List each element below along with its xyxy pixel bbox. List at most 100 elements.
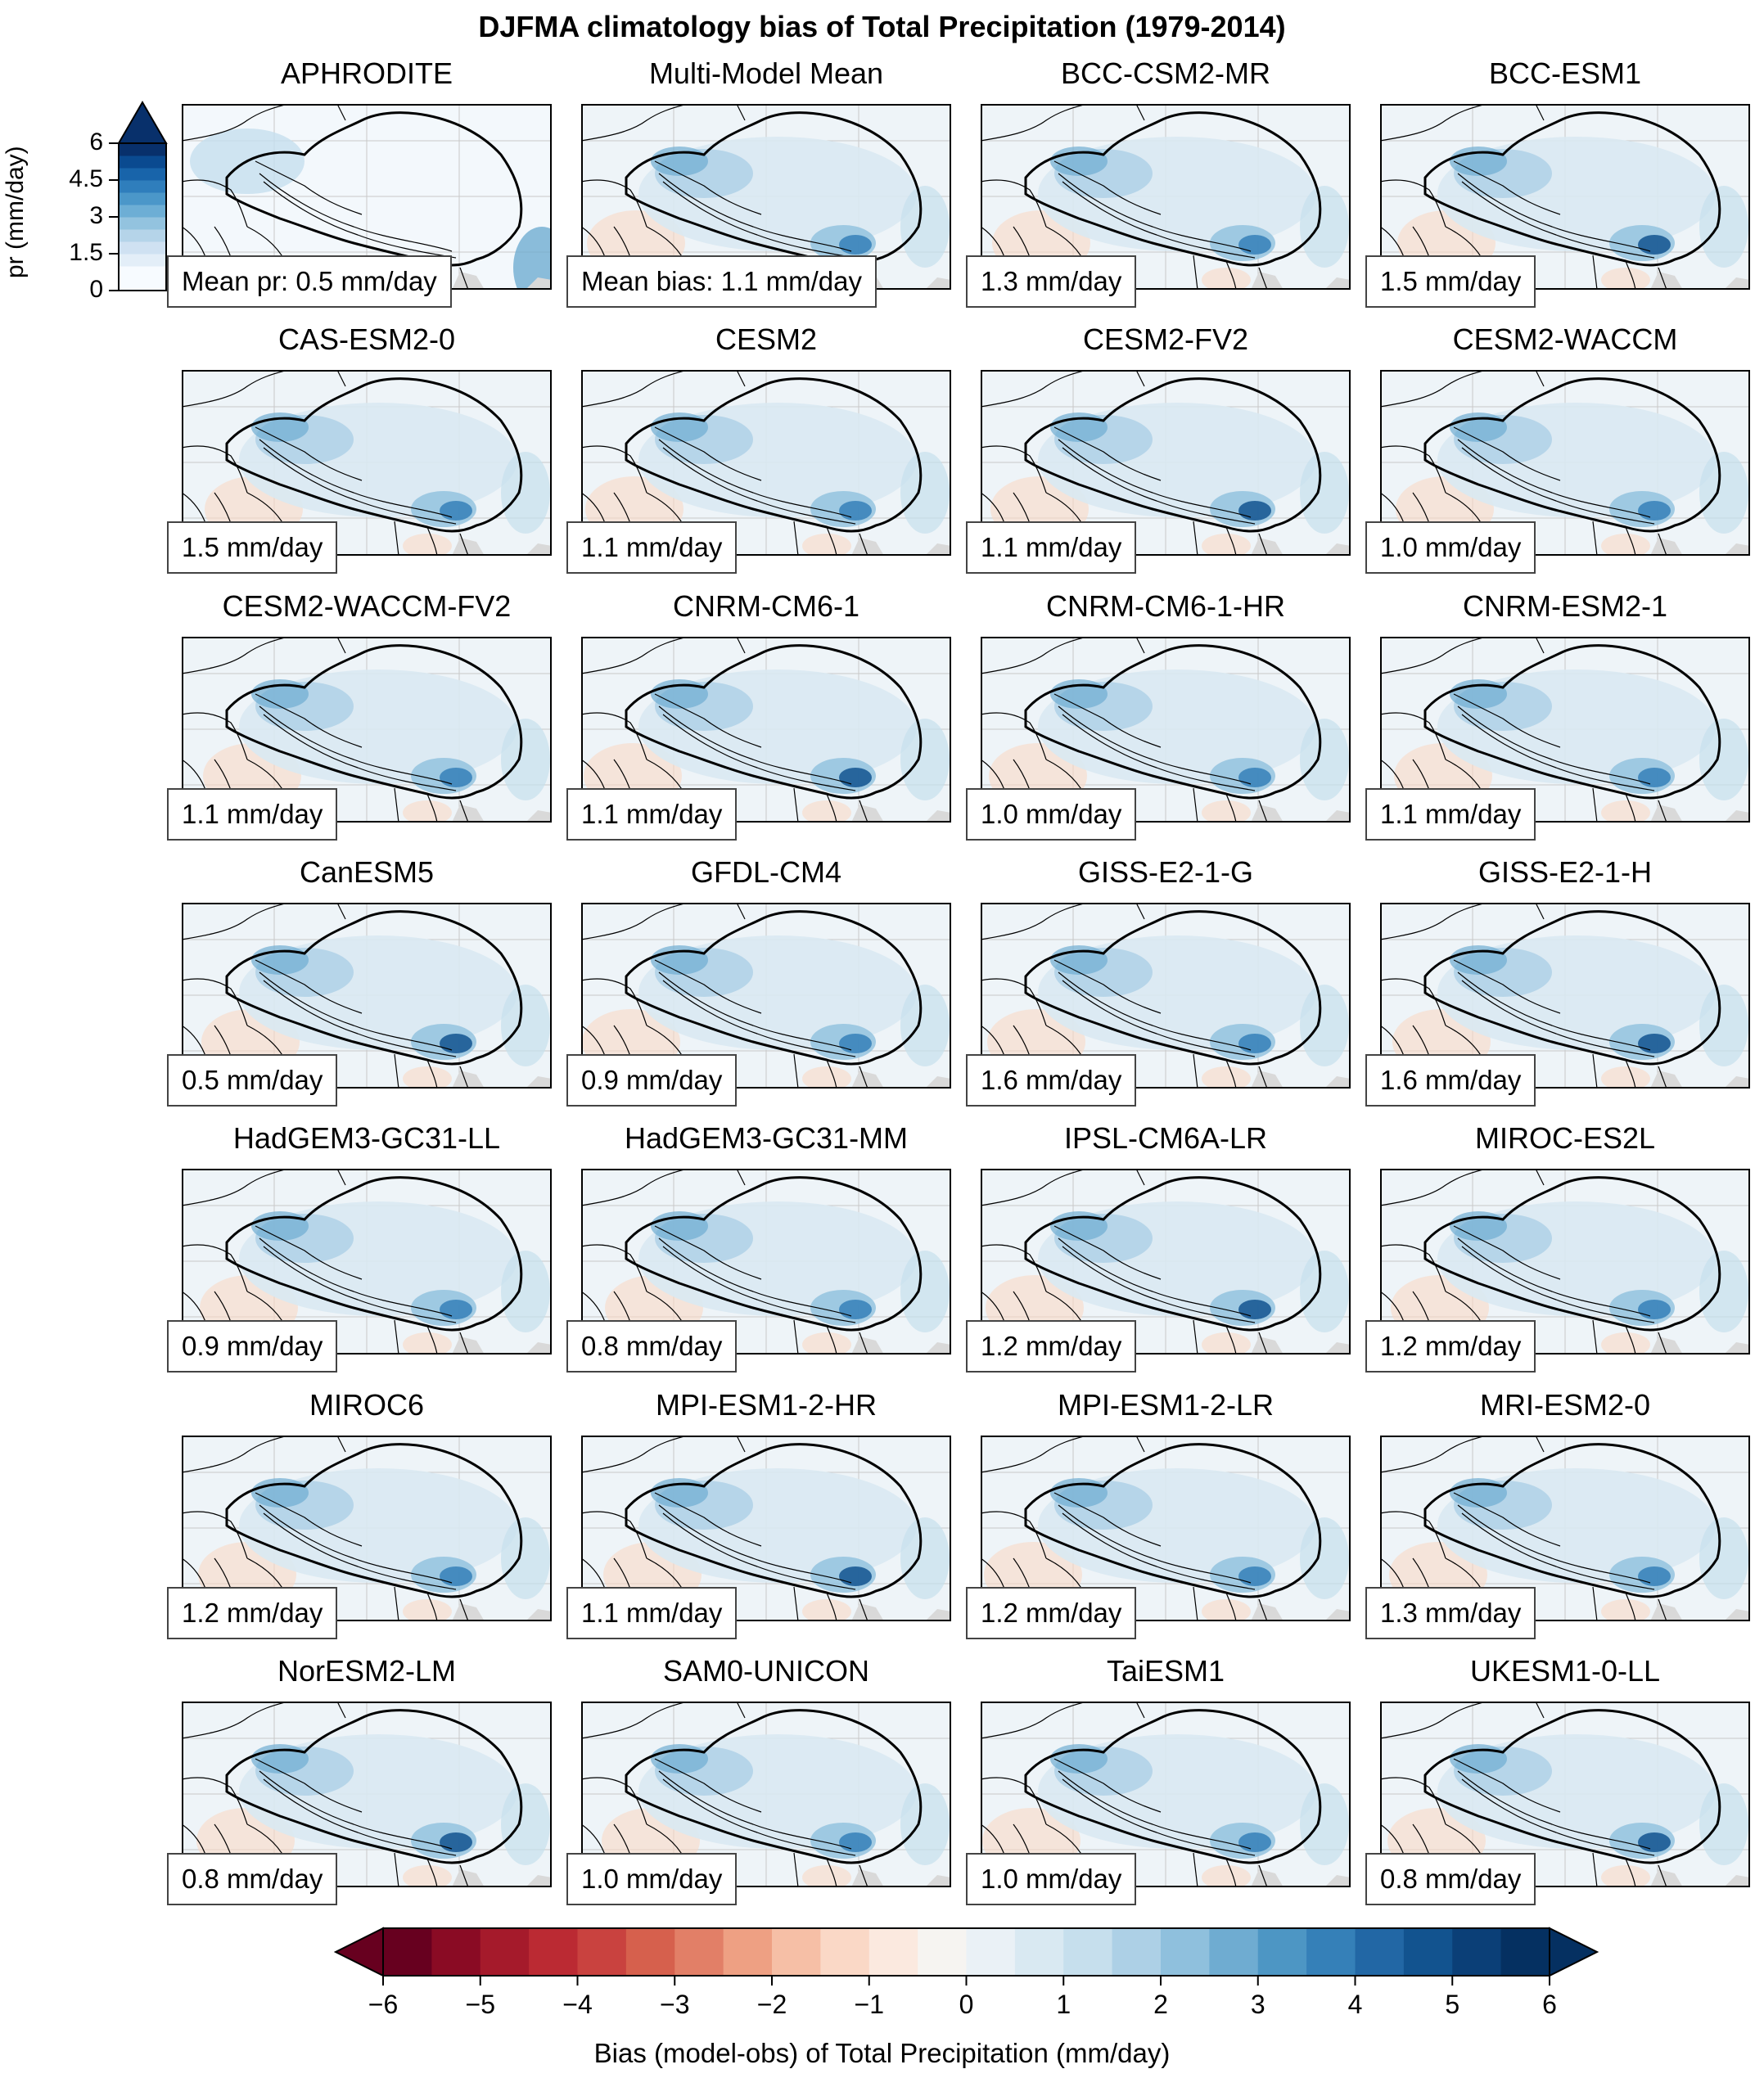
pr-colorbar-bin xyxy=(119,143,166,156)
bias-map xyxy=(581,370,951,556)
pr-tick-label: 1.5 xyxy=(69,239,103,266)
bias-colorbar-bin xyxy=(1014,1928,1064,1976)
panel-stat-box: 1.2 mm/day xyxy=(167,1587,338,1639)
panel-title: SAM0-UNICON xyxy=(662,1654,870,1688)
bias-tick-label: 5 xyxy=(1445,1990,1459,2019)
bias-colorbar-bin xyxy=(480,1928,530,1976)
panel-stat-box: 1.3 mm/day xyxy=(966,255,1137,308)
panel-stat-box: 1.5 mm/day xyxy=(167,521,338,574)
panel-title: HadGEM3-GC31-LL xyxy=(232,1121,501,1155)
panel-title: CESM2 xyxy=(715,322,818,356)
bias-colorbar-bin xyxy=(1452,1928,1502,1976)
bias-colorbar-bin xyxy=(820,1928,870,1976)
bias-colorbar-bin xyxy=(1161,1928,1210,1976)
bias-colorbar-bin xyxy=(723,1928,773,1976)
bias-tick-label: 6 xyxy=(1542,1990,1557,2019)
bias-colorbar-bin xyxy=(577,1928,627,1976)
panel-stat-box: Mean pr: 0.5 mm/day xyxy=(167,255,452,308)
panel-title: CESM2-WACCM-FV2 xyxy=(222,589,512,623)
panel-stat-box: 0.8 mm/day xyxy=(167,1853,338,1905)
panel-title: GISS-E2-1-G xyxy=(1077,855,1254,889)
pr-colorbar: pr (mm/day) 0 1.5 3 4.5 6 xyxy=(0,0,180,311)
pr-colorbar-bin xyxy=(119,156,166,169)
pr-colorbar-bin xyxy=(119,217,166,230)
bias-tick-label: −6 xyxy=(368,1990,398,2019)
pr-colorbar-bin xyxy=(119,168,166,181)
bias-colorbar-bin xyxy=(772,1928,821,1976)
panel-stat-box: 0.5 mm/day xyxy=(167,1054,338,1107)
panel-stat-box: 1.1 mm/day xyxy=(1365,788,1536,841)
pr-colorbar-bin xyxy=(119,254,166,267)
bias-tick-label: −1 xyxy=(855,1990,884,2019)
panel-title: MPI-ESM1-2-LR xyxy=(1057,1388,1275,1422)
panel-stat-box: 0.8 mm/day xyxy=(1365,1853,1536,1905)
bias-colorbar-bin xyxy=(966,1928,1016,1976)
pr-colorbar-bin xyxy=(119,192,166,205)
panel-stat-box: 1.6 mm/day xyxy=(1365,1054,1536,1107)
panel-stat-box: 1.5 mm/day xyxy=(1365,255,1536,308)
bias-colorbar-bin xyxy=(431,1928,481,1976)
panel-stat-box: Mean bias: 1.1 mm/day xyxy=(566,255,877,308)
panel-title: GFDL-CM4 xyxy=(690,855,841,889)
bias-colorbar-bin xyxy=(868,1928,918,1976)
panel-stat-box: 1.0 mm/day xyxy=(966,788,1137,841)
pr-colorbar-scale xyxy=(109,101,168,291)
panel-stat-box: 1.2 mm/day xyxy=(966,1587,1137,1639)
bias-tick-label: 3 xyxy=(1251,1990,1265,2019)
bias-colorbar-bin xyxy=(1112,1928,1162,1976)
panel-title: BCC-CSM2-MR xyxy=(1061,56,1270,90)
bias-tick-label: −4 xyxy=(562,1990,592,2019)
panel-stat-box: 1.3 mm/day xyxy=(1365,1587,1536,1639)
figure-title: DJFMA climatology bias of Total Precipit… xyxy=(478,10,1286,43)
pr-colorbar-bin xyxy=(119,229,166,242)
panel-stat-box: 1.0 mm/day xyxy=(966,1853,1137,1905)
panel-title: MRI-ESM2-0 xyxy=(1479,1388,1651,1422)
bias-tick-label: −2 xyxy=(757,1990,787,2019)
pr-colorbar-extend xyxy=(117,101,168,144)
panel-title: MIROC6 xyxy=(309,1388,424,1422)
panel-stat-box: 0.9 mm/day xyxy=(566,1054,738,1107)
bias-colorbar-extend-low xyxy=(333,1927,384,1977)
bias-map xyxy=(1380,370,1750,556)
panel-title: Multi-Model Mean xyxy=(648,56,884,90)
pr-colorbar-bin xyxy=(119,278,166,291)
bias-colorbar-bin xyxy=(918,1928,968,1976)
panel-stat-box: 1.1 mm/day xyxy=(566,1587,738,1639)
bias-map xyxy=(1380,1436,1750,1621)
bias-tick-label: 0 xyxy=(959,1990,974,2019)
pr-colorbar-bin xyxy=(119,205,166,218)
panel-stat-box: 1.1 mm/day xyxy=(966,521,1137,574)
bias-colorbar-bin xyxy=(1063,1928,1113,1976)
pr-colorbar-bin xyxy=(119,180,166,193)
bias-colorbar-bin xyxy=(625,1928,675,1976)
bias-colorbar-bin xyxy=(1500,1928,1550,1976)
panel-title: MPI-ESM1-2-HR xyxy=(655,1388,877,1422)
panel-title: CNRM-ESM2-1 xyxy=(1462,589,1667,623)
panel-stat-box: 1.1 mm/day xyxy=(566,788,738,841)
bias-colorbar-bin xyxy=(1257,1928,1307,1976)
bias-tick-label: −3 xyxy=(660,1990,689,2019)
panel-title: CESM2-FV2 xyxy=(1082,322,1249,356)
panel-title: BCC-ESM1 xyxy=(1488,56,1642,90)
panel-stat-box: 1.0 mm/day xyxy=(566,1853,738,1905)
pr-tick-label: 6 xyxy=(89,128,103,156)
panel-title: APHRODITE xyxy=(280,56,453,90)
panel-stat-box: 1.2 mm/day xyxy=(1365,1320,1536,1373)
panel-stat-box: 0.9 mm/day xyxy=(167,1320,338,1373)
panel-stat-box: 1.1 mm/day xyxy=(566,521,738,574)
panel-stat-box: 1.6 mm/day xyxy=(966,1054,1137,1107)
bias-colorbar-bin xyxy=(1209,1928,1259,1976)
bias-map xyxy=(182,637,552,823)
panel-stat-box: 1.0 mm/day xyxy=(1365,521,1536,574)
bias-map xyxy=(581,104,951,290)
panel-title: MIROC-ES2L xyxy=(1474,1121,1656,1155)
bias-colorbar-bin xyxy=(674,1928,724,1976)
panel-title: CESM2-WACCM xyxy=(1452,322,1678,356)
panel-title: CNRM-CM6-1 xyxy=(673,589,859,623)
pr-tick-label: 3 xyxy=(89,202,103,229)
bias-colorbar-extend-high xyxy=(1549,1927,1599,1977)
bias-tick-label: 2 xyxy=(1153,1990,1168,2019)
panel-stat-box: 1.2 mm/day xyxy=(966,1320,1137,1373)
bias-map xyxy=(1380,1702,1750,1887)
pr-colorbar-bin xyxy=(119,266,166,279)
